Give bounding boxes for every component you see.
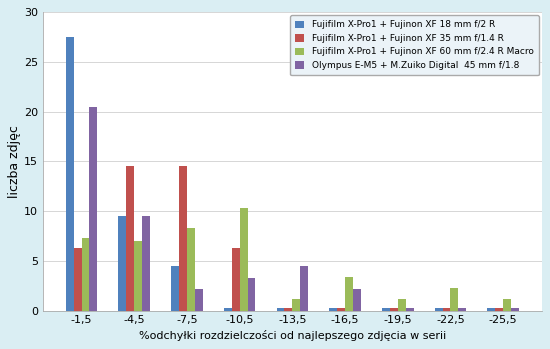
Bar: [232, 248, 240, 311]
Bar: [224, 308, 232, 311]
Bar: [382, 308, 390, 311]
Bar: [134, 241, 142, 311]
Bar: [434, 308, 443, 311]
Bar: [277, 308, 284, 311]
Bar: [345, 277, 353, 311]
Bar: [118, 216, 126, 311]
Bar: [458, 308, 466, 311]
Bar: [90, 107, 97, 311]
Bar: [81, 238, 90, 311]
Bar: [337, 308, 345, 311]
Bar: [195, 289, 203, 311]
X-axis label: %odchyłki rozdzielczości od najlepszego zdjęcia w serii: %odchyłki rozdzielczości od najlepszego …: [139, 330, 446, 341]
Bar: [450, 288, 458, 311]
Bar: [293, 299, 300, 311]
Bar: [142, 216, 150, 311]
Bar: [171, 266, 179, 311]
Bar: [353, 289, 361, 311]
Bar: [126, 166, 134, 311]
Bar: [329, 308, 337, 311]
Bar: [66, 37, 74, 311]
Bar: [187, 228, 195, 311]
Bar: [240, 208, 248, 311]
Bar: [398, 299, 406, 311]
Y-axis label: liczba zdjęc: liczba zdjęc: [8, 125, 21, 198]
Bar: [503, 299, 511, 311]
Bar: [390, 308, 398, 311]
Bar: [284, 308, 293, 311]
Bar: [248, 278, 256, 311]
Bar: [487, 308, 496, 311]
Legend: Fujifilm X-Pro1 + Fujinon XF 18 mm f/2 R, Fujifilm X-Pro1 + Fujinon XF 35 mm f/1: Fujifilm X-Pro1 + Fujinon XF 18 mm f/2 R…: [290, 15, 539, 75]
Bar: [496, 308, 503, 311]
Bar: [300, 266, 308, 311]
Bar: [74, 248, 81, 311]
Bar: [511, 308, 519, 311]
Bar: [179, 166, 187, 311]
Bar: [443, 308, 450, 311]
Bar: [406, 308, 414, 311]
